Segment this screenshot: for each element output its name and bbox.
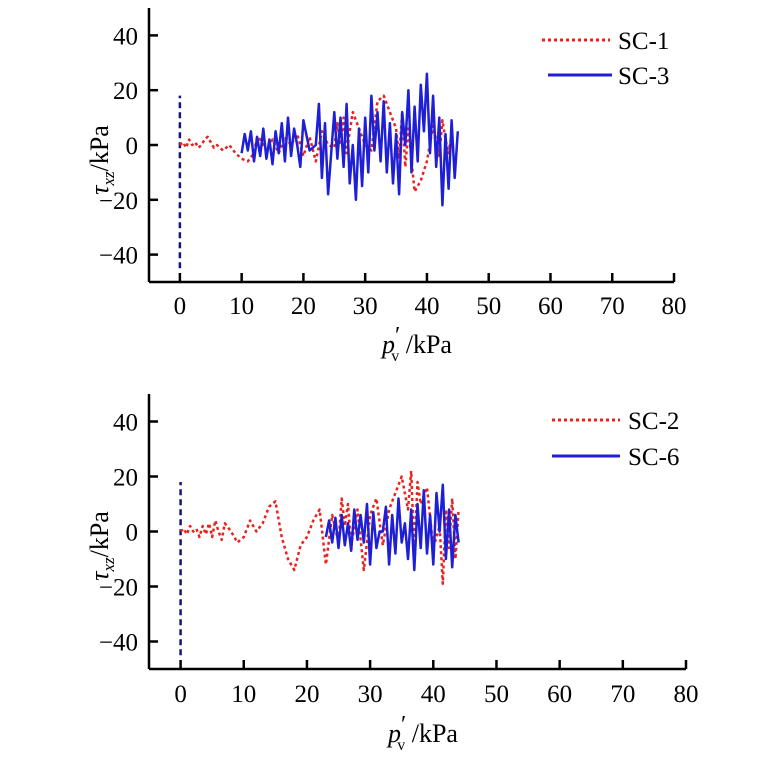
bottom-y-tick-label: −40	[99, 630, 138, 657]
series-sc-1-line	[179, 94, 453, 193]
series-sc-3-line	[240, 72, 460, 207]
top-y-tick-label: 20	[113, 78, 138, 105]
top-x-tick-label: 40	[414, 293, 439, 320]
top-x-tick-label: 10	[229, 293, 254, 320]
bottom-tick-layer: 0 10 20 30 40 50 60 70 80 −40 −20 0 20 40	[99, 410, 699, 709]
top-y-axis-label: τxz/kPa	[85, 125, 118, 195]
top-legend: SC-1 SC-3	[542, 28, 669, 90]
top-series-layer	[179, 72, 460, 207]
top-x-axis-label: p′ v /kPa	[380, 323, 452, 365]
top-tick-layer: 0 10 20 30 40 50 60 70 80 −40 −20 0 20 40	[99, 23, 687, 320]
bottom-x-tick-label: 80	[674, 681, 699, 708]
bottom-y-tick-label: −20	[99, 575, 138, 602]
bottom-x-tick-label: 40	[421, 681, 446, 708]
bottom-series-layer	[179, 469, 460, 586]
bottom-x-tick-label: 30	[358, 681, 383, 708]
bottom-x-tick-label: 60	[547, 681, 572, 708]
top-y-tick-label: −40	[99, 243, 138, 270]
top-y-tick-label: 40	[113, 23, 138, 50]
top-x-tick-label: 80	[662, 293, 687, 320]
bottom-legend: SC-2 SC-6	[552, 408, 679, 471]
top-x-tick-label: 20	[291, 293, 316, 320]
top-x-tick-label: 50	[476, 293, 501, 320]
top-x-tick-label: 0	[174, 293, 187, 320]
bottom-x-axis-label: p′ v /kPa	[386, 712, 458, 754]
bottom-y-tick-label: 20	[113, 465, 138, 492]
bottom-panel: 0 10 20 30 40 50 60 70 80 −40 −20 0 20 40 τxz/kPa p′ v…	[85, 394, 699, 754]
legend-label-sc-6: SC-6	[628, 444, 679, 471]
top-x-tick-label: 70	[600, 293, 625, 320]
bottom-y-tick-label: 0	[126, 520, 139, 547]
series-sc-2-line	[179, 469, 460, 586]
bottom-x-tick-label: 20	[294, 681, 319, 708]
top-x-tick-label: 60	[538, 293, 563, 320]
top-x-tick-label: 30	[353, 293, 378, 320]
top-panel: 0 10 20 30 40 50 60 70 80 −40 −20 0 20 40 τxz/kPa p′ v…	[85, 8, 687, 365]
bottom-x-tick-label: 70	[610, 681, 635, 708]
legend-label-sc-3: SC-3	[618, 63, 669, 90]
bottom-x-tick-label: 0	[174, 681, 187, 708]
top-y-tick-label: −20	[99, 188, 138, 215]
bottom-y-axis-label: τxz/kPa	[85, 511, 118, 581]
bottom-axes	[147, 394, 686, 671]
bottom-x-tick-label: 10	[231, 681, 256, 708]
legend-label-sc-1: SC-1	[618, 28, 669, 55]
legend-label-sc-2: SC-2	[628, 408, 679, 435]
bottom-x-tick-label: 50	[484, 681, 509, 708]
top-y-tick-label: 0	[126, 133, 139, 160]
bottom-y-tick-label: 40	[113, 410, 138, 437]
series-sc-6-line	[324, 483, 460, 572]
